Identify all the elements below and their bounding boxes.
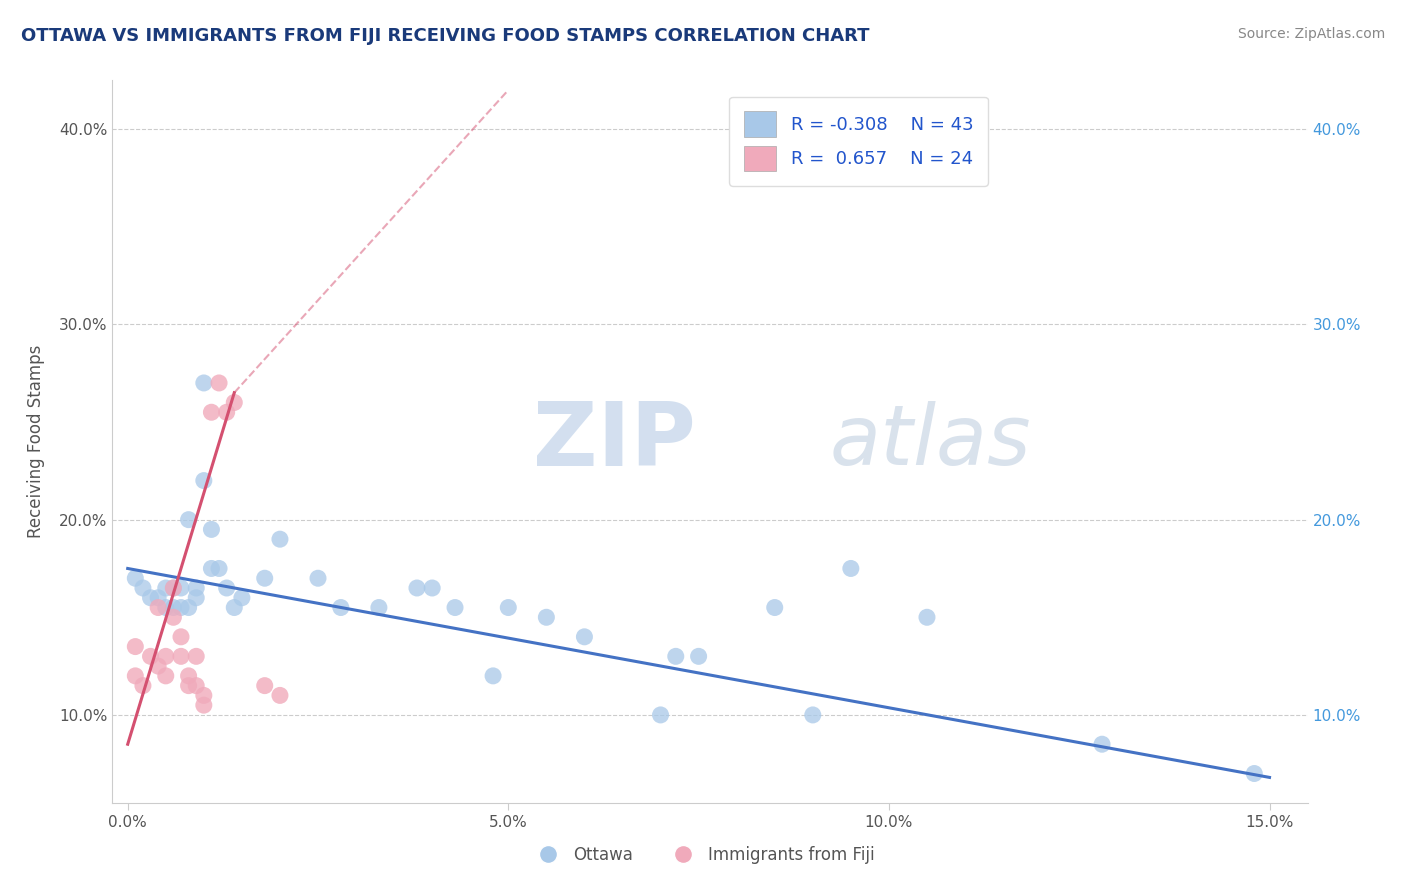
Point — [132, 581, 155, 595]
Point — [139, 649, 162, 664]
Point — [406, 581, 429, 595]
Point — [763, 600, 786, 615]
Point — [124, 640, 146, 654]
Point — [200, 561, 222, 575]
Point — [839, 561, 862, 575]
Point — [1091, 737, 1114, 751]
Point — [162, 581, 184, 595]
Text: atlas: atlas — [830, 401, 1031, 482]
Point — [124, 669, 146, 683]
Point — [186, 649, 208, 664]
Point — [498, 600, 520, 615]
Y-axis label: Receiving Food Stamps: Receiving Food Stamps — [27, 345, 45, 538]
Point — [231, 591, 253, 605]
Point — [186, 581, 208, 595]
Point — [170, 630, 193, 644]
Point — [367, 600, 389, 615]
Point — [200, 405, 222, 419]
Point — [155, 669, 177, 683]
Point — [193, 689, 215, 703]
Point — [482, 669, 505, 683]
Point — [208, 561, 231, 575]
Point — [224, 600, 246, 615]
Point — [208, 376, 231, 390]
Text: ZIP: ZIP — [533, 398, 696, 485]
Point — [170, 581, 193, 595]
Point — [132, 679, 155, 693]
Point — [915, 610, 938, 624]
Point — [177, 513, 200, 527]
Point — [1243, 766, 1265, 780]
Point — [146, 600, 169, 615]
Point — [155, 600, 177, 615]
Point — [146, 591, 169, 605]
Legend: R = -0.308    N = 43, R =  0.657    N = 24: R = -0.308 N = 43, R = 0.657 N = 24 — [730, 96, 988, 186]
Text: Source: ZipAtlas.com: Source: ZipAtlas.com — [1237, 27, 1385, 41]
Point — [253, 571, 276, 585]
Point — [162, 600, 184, 615]
Point — [162, 581, 184, 595]
Point — [170, 649, 193, 664]
Point — [170, 600, 193, 615]
Point — [444, 600, 467, 615]
Point — [155, 581, 177, 595]
Point — [177, 679, 200, 693]
Point — [193, 376, 215, 390]
Point — [420, 581, 443, 595]
Point — [139, 591, 162, 605]
Point — [186, 679, 208, 693]
Point — [177, 600, 200, 615]
Point — [155, 649, 177, 664]
Point — [329, 600, 352, 615]
Point — [177, 669, 200, 683]
Point — [215, 581, 238, 595]
Point — [193, 474, 215, 488]
Point — [269, 689, 291, 703]
Point — [801, 707, 824, 722]
Point — [536, 610, 558, 624]
Point — [124, 571, 146, 585]
Point — [200, 523, 222, 537]
Point — [215, 405, 238, 419]
Point — [307, 571, 329, 585]
Point — [574, 630, 596, 644]
Point — [224, 395, 246, 409]
Point — [146, 659, 169, 673]
Point — [650, 707, 672, 722]
Text: OTTAWA VS IMMIGRANTS FROM FIJI RECEIVING FOOD STAMPS CORRELATION CHART: OTTAWA VS IMMIGRANTS FROM FIJI RECEIVING… — [21, 27, 869, 45]
Point — [665, 649, 688, 664]
Legend: Ottawa, Immigrants from Fiji: Ottawa, Immigrants from Fiji — [524, 839, 882, 871]
Point — [688, 649, 710, 664]
Point — [186, 591, 208, 605]
Point — [162, 610, 184, 624]
Point — [193, 698, 215, 713]
Point — [269, 532, 291, 546]
Point — [253, 679, 276, 693]
